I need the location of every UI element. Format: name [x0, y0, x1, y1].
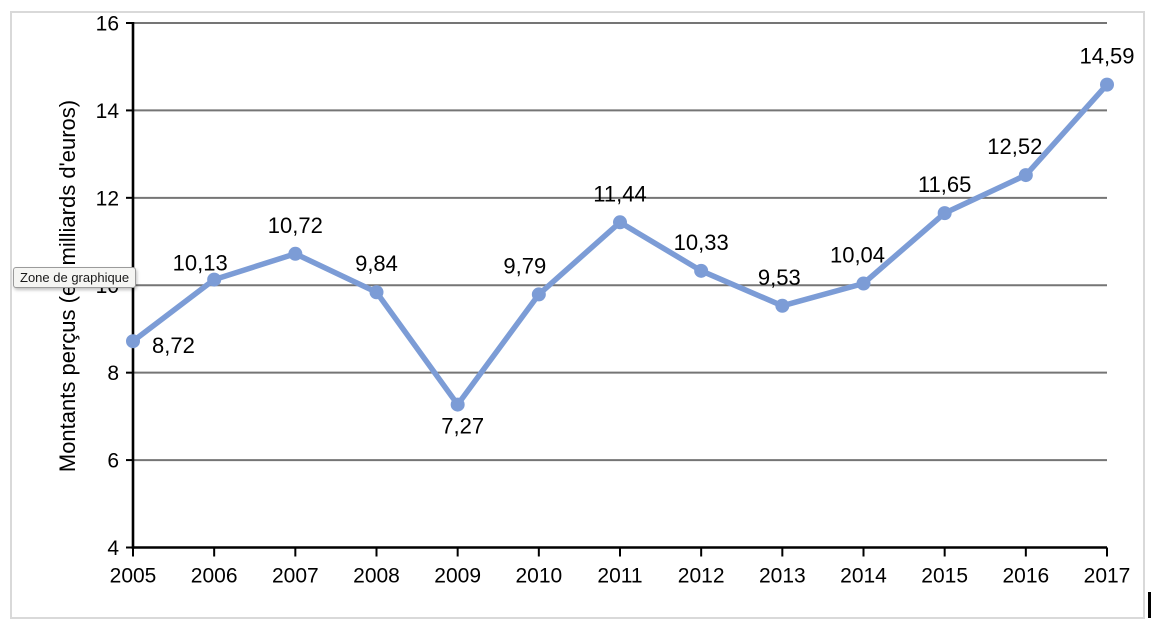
y-tick-label: 8 — [107, 362, 119, 385]
data-line — [130, 81, 1110, 408]
data-point-marker[interactable] — [207, 272, 222, 287]
y-tick-label: 16 — [96, 13, 119, 36]
x-tick-label: 2009 — [434, 565, 481, 588]
x-tick-label: 2017 — [1084, 565, 1131, 588]
text-cursor-mark — [1148, 592, 1151, 618]
data-point-marker[interactable] — [775, 298, 790, 313]
data-point-marker[interactable] — [1100, 77, 1114, 92]
y-tick-label: 14 — [96, 100, 120, 123]
tooltip-text: Zone de graphique — [20, 270, 130, 285]
data-label: 11,44 — [593, 181, 646, 206]
data-label: 9,53 — [758, 265, 801, 290]
data-label: 8,72 — [152, 333, 195, 358]
x-tick-label: 2010 — [515, 565, 562, 588]
data-point-marker[interactable] — [288, 246, 303, 261]
x-tick-label: 2015 — [921, 565, 968, 588]
data-label: 11,65 — [918, 172, 971, 197]
data-label: 10,13 — [173, 251, 228, 276]
data-point-marker[interactable] — [450, 397, 465, 412]
data-point-marker[interactable] — [1018, 168, 1033, 183]
data-point-marker[interactable] — [369, 285, 384, 300]
data-label: 10,72 — [268, 213, 323, 238]
data-point-marker[interactable] — [937, 206, 952, 221]
y-tick-label: 6 — [107, 450, 119, 473]
x-tick-label: 2013 — [759, 565, 806, 588]
x-tick-label: 2005 — [110, 565, 157, 588]
data-label: 14,59 — [1079, 44, 1134, 69]
y-tick-label: 4 — [107, 537, 119, 560]
x-tick-label: 2012 — [678, 565, 725, 588]
x-tick-label: 2008 — [353, 565, 400, 588]
x-tick-label: 2006 — [191, 565, 238, 588]
data-point-marker[interactable] — [126, 334, 140, 349]
data-point-marker[interactable] — [613, 215, 627, 230]
data-point-marker[interactable] — [856, 276, 871, 291]
data-label: 9,84 — [355, 251, 398, 276]
x-tick-label: 2014 — [840, 565, 887, 588]
x-tick-label: 2007 — [272, 565, 319, 588]
x-tick-label: 2011 — [597, 565, 642, 588]
chart-area-tooltip: Zone de graphique — [13, 267, 137, 288]
data-label: 9,79 — [503, 253, 546, 278]
data-point-marker[interactable] — [694, 263, 709, 278]
data-label: 12,52 — [987, 134, 1042, 159]
y-tick-label: 12 — [96, 187, 119, 210]
data-label: 7,27 — [441, 414, 484, 439]
data-label: 10,04 — [830, 243, 885, 268]
chart-area[interactable] — [10, 11, 1145, 619]
x-tick-label: 2016 — [1002, 565, 1049, 588]
data-label: 10,33 — [674, 230, 729, 255]
data-point-marker[interactable] — [531, 287, 546, 302]
